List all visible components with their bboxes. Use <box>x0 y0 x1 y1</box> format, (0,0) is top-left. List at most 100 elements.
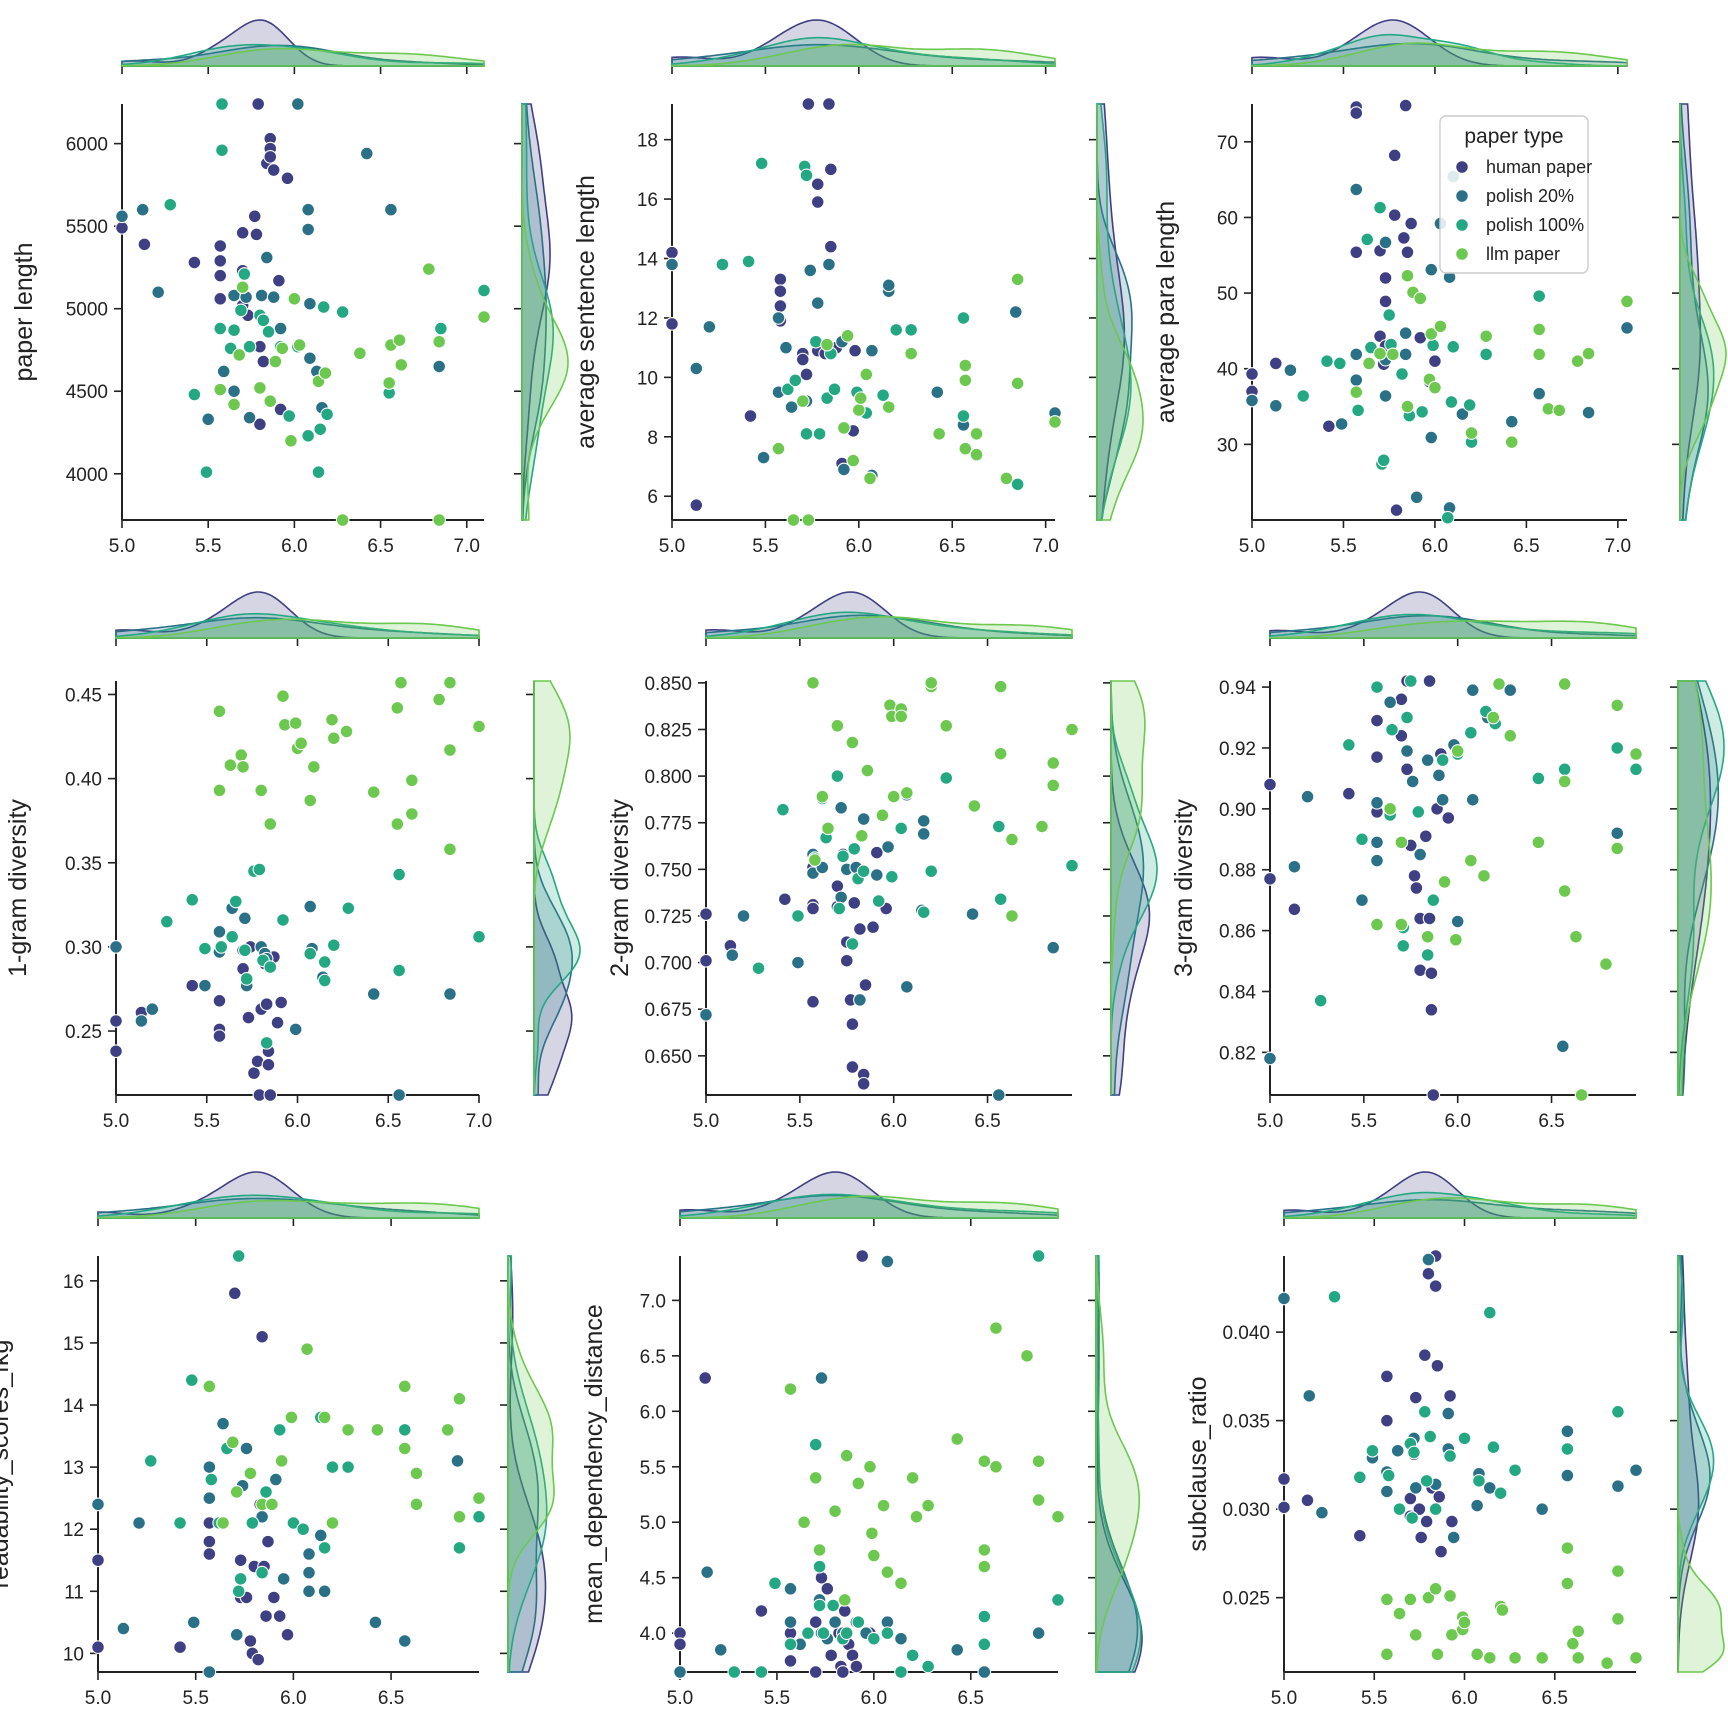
scatter-point <box>1611 1612 1625 1626</box>
x-tick-label: 6.5 <box>367 536 393 557</box>
scatter-point <box>320 407 334 422</box>
scatter-point <box>238 943 252 958</box>
scatter-point <box>1380 1369 1394 1384</box>
scatter-point <box>1446 339 1461 354</box>
scatter-point <box>846 453 861 468</box>
x-tick-label: 5.5 <box>194 1111 220 1132</box>
scatter-point <box>1245 393 1259 408</box>
top-kde-curve <box>121 47 485 67</box>
scatter-point <box>292 338 307 352</box>
scatter-point <box>187 387 202 402</box>
scatter-point <box>1428 380 1442 395</box>
scatter-point <box>241 1010 256 1025</box>
x-tick-label: 6.0 <box>861 1688 887 1709</box>
scatter-point <box>1396 231 1411 245</box>
scatter-point <box>274 1454 289 1468</box>
scatter-point <box>268 354 283 369</box>
y-axis-title: paper length <box>10 242 38 381</box>
scatter-point <box>302 1584 316 1599</box>
scatter-point <box>255 1329 269 1344</box>
top-kde-curve <box>121 43 485 67</box>
scatter-point <box>272 273 286 288</box>
x-tick-label: 5.5 <box>787 1111 813 1132</box>
y-tick-label: 16 <box>63 1272 84 1293</box>
scatter-point <box>1479 347 1493 362</box>
scatter-point <box>228 894 243 909</box>
scatter-point <box>434 321 448 336</box>
scatter-point <box>198 941 212 956</box>
scatter-point <box>950 1432 965 1446</box>
scatter-point <box>1414 1530 1429 1545</box>
y-tick-label: 7.0 <box>640 1291 666 1312</box>
scatter-point <box>276 913 290 927</box>
x-tick-label: 6.0 <box>284 1111 310 1132</box>
scatter-point <box>201 412 216 427</box>
y-tick-label: 40 <box>1217 360 1238 381</box>
x-tick-label: 7.0 <box>454 536 480 557</box>
scatter-point <box>216 364 231 379</box>
scatter-point <box>905 1648 920 1663</box>
scatter-point <box>397 1423 412 1437</box>
scatter-point <box>866 1548 881 1563</box>
scatter-point <box>1370 917 1384 932</box>
scatter-point <box>820 391 834 406</box>
scatter-point <box>876 388 890 403</box>
scatter-point <box>1555 1039 1570 1054</box>
x-tick-label: 6.5 <box>378 1688 404 1709</box>
scatter-point <box>225 929 240 944</box>
scatter-point <box>991 1088 1006 1102</box>
scatter-point <box>1413 963 1428 978</box>
scatter-point <box>1287 859 1302 874</box>
scatter-point <box>821 821 835 836</box>
scatter-point <box>689 361 704 376</box>
scatter-point <box>255 1565 269 1580</box>
scatter-point <box>384 202 398 217</box>
scatter-point <box>1571 1650 1586 1665</box>
scatter-point <box>1421 1590 1436 1605</box>
top-kde-curve <box>671 43 1056 67</box>
scatter-point <box>851 1476 866 1491</box>
scatter-point <box>223 758 238 772</box>
scatter-point <box>993 892 1008 907</box>
top-kde-curve <box>1283 1197 1637 1219</box>
scatter-point <box>1503 728 1518 743</box>
scatter-point <box>699 1007 713 1022</box>
scatter-point <box>1398 98 1413 113</box>
top-kde-curve <box>97 1194 480 1219</box>
y-tick-label: 0.86 <box>1219 922 1256 943</box>
scatter-point <box>924 864 939 879</box>
y-tick-label: 0.90 <box>1219 800 1256 821</box>
scatter-point <box>1245 367 1259 381</box>
scatter-point <box>1428 1581 1443 1596</box>
top-kde-curve <box>1283 1191 1637 1219</box>
scatter-point <box>999 471 1014 486</box>
scatter-point <box>1581 346 1596 361</box>
y-axis-title: average sentence length <box>572 175 600 449</box>
scatter-point <box>1421 1252 1436 1267</box>
x-tick-label: 6.5 <box>939 536 965 557</box>
scatter-point <box>1403 1592 1418 1607</box>
right-kde-curve <box>521 103 554 521</box>
scatter-point <box>432 359 447 374</box>
scatter-point <box>894 1576 908 1591</box>
scatter-point <box>916 814 931 828</box>
scatter-point <box>1031 1626 1046 1641</box>
scatter-point <box>1008 305 1023 319</box>
scatter-point <box>296 1522 311 1537</box>
y-tick-label: 6.0 <box>640 1402 666 1423</box>
scatter-point <box>797 1515 811 1530</box>
scatter-point <box>1392 1606 1407 1621</box>
scatter-point <box>1413 847 1428 862</box>
scatter-point <box>808 853 822 867</box>
scatter-point <box>397 1634 412 1648</box>
scatter-point <box>335 513 350 527</box>
scatter-point <box>243 1634 258 1648</box>
scatter-point <box>884 869 899 884</box>
scatter-point <box>822 97 836 111</box>
scatter-point <box>265 1497 279 1512</box>
scatter-point <box>836 849 850 864</box>
scatter-point <box>855 1249 870 1263</box>
scatter-point <box>252 862 267 877</box>
scatter-point <box>1263 1051 1277 1066</box>
scatter-point <box>881 278 896 293</box>
